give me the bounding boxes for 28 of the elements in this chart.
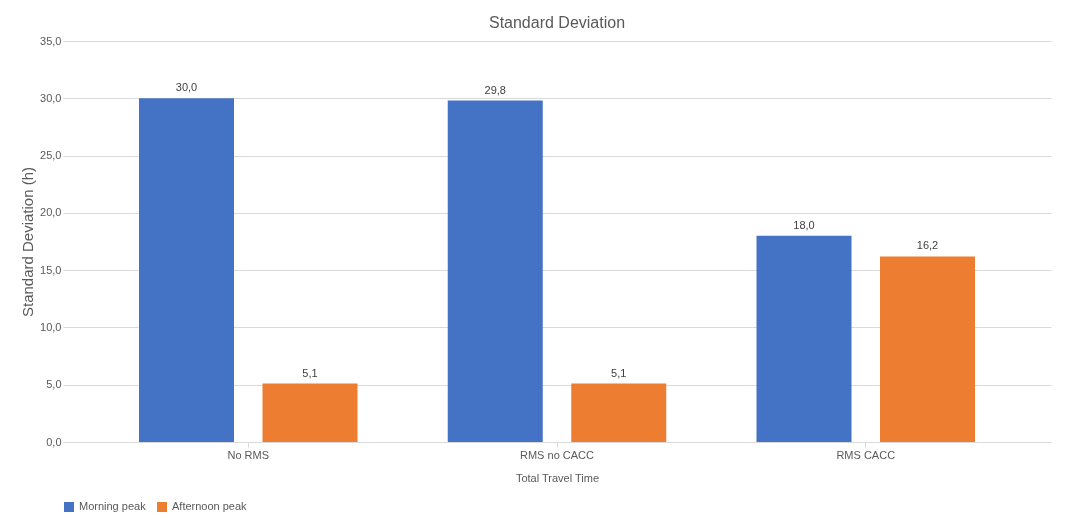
y-tick-label: 0,0 xyxy=(46,435,62,448)
bar xyxy=(571,383,667,442)
y-tick-label: 30,0 xyxy=(40,91,62,104)
y-tick-label: 10,0 xyxy=(40,320,62,333)
y-tick-label: 5,0 xyxy=(46,378,62,391)
y-tick-label: 25,0 xyxy=(40,149,62,162)
bar xyxy=(447,100,543,442)
x-axis-title: Total Travel Time xyxy=(515,471,600,484)
x-tick-label: RMS CACC xyxy=(836,448,896,461)
x-tick-label: RMS no CACC xyxy=(520,448,595,461)
chart-title: Standard Deviation xyxy=(488,14,626,31)
bar xyxy=(880,256,975,442)
y-tick-label: 35,0 xyxy=(40,34,62,47)
data-label: 5,1 xyxy=(302,366,318,379)
x-tick-label: No RMS xyxy=(227,448,270,461)
y-tick-label: 20,0 xyxy=(40,206,62,219)
bar xyxy=(139,98,234,442)
data-label: 16,2 xyxy=(916,239,939,252)
y-axis-title: Standard Deviation (h) xyxy=(19,166,37,318)
data-label: 29,8 xyxy=(484,83,506,96)
bar xyxy=(262,383,358,442)
legend-label: Morning peak xyxy=(79,500,147,512)
data-label: 5,1 xyxy=(611,366,627,379)
bar xyxy=(756,235,852,442)
data-label: 30,0 xyxy=(175,81,198,94)
y-tick-label: 15,0 xyxy=(40,263,62,276)
legend-label: Afternoon peak xyxy=(172,500,248,512)
data-label: 18,0 xyxy=(793,218,815,231)
